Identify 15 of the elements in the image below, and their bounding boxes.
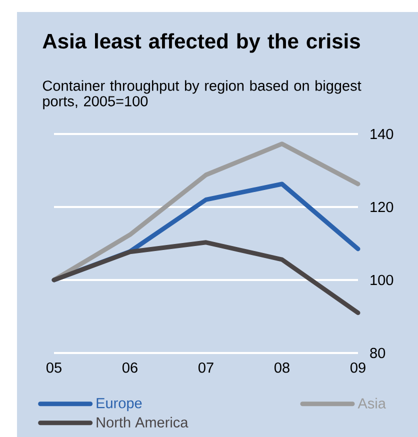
x-tick-label: 06 [122,362,138,373]
line-series [52,240,360,316]
legend-label: North America [96,416,188,428]
chart-title: Asia least affected by the crisis [42,33,360,53]
y-tick-label: 100 [370,274,394,286]
legend-label: Asia [358,398,386,409]
x-tick-label: 05 [46,362,62,373]
legend-label: Europe [96,398,142,412]
x-tick-label: 08 [274,362,290,373]
y-tick-label: 80 [370,348,386,358]
x-tick-label: 07 [198,362,214,373]
x-tick-label: 09 [350,362,366,373]
chart-subtitle: Container throughput by region based on biggest ports, 2005=100 [42,80,362,110]
y-tick-label: 140 [370,128,394,140]
y-tick-label: 120 [370,202,394,212]
